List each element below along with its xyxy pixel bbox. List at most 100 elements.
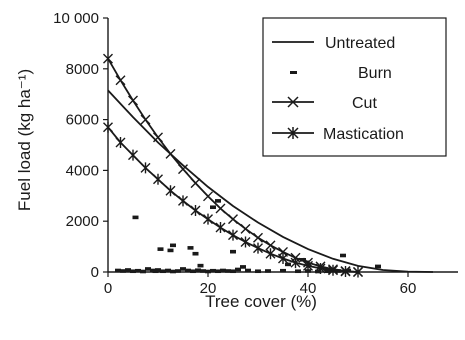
cut-marker [178,164,188,175]
burn-point [115,268,121,273]
y-axis-ticks: 0 2000 4000 6000 8000 10 000 [53,10,108,281]
burn-point [340,253,346,258]
burn-point [245,268,251,273]
legend-cut-marker [287,96,299,108]
legend-untreated-label: Untreated [325,35,395,52]
cut-marker [165,148,176,159]
burn-point [157,247,164,251]
burn-point [170,269,176,274]
mastication-marker [128,149,138,161]
burn-point [280,268,286,273]
cut-marker [153,132,163,143]
mastication-marker [140,162,151,174]
legend-item-burn: Burn [290,65,392,82]
burn-point [155,268,161,272]
cut-marker [128,95,138,106]
cut-marker [215,203,226,214]
burn-point [295,269,301,274]
x-tick-label: 40 [300,280,317,297]
burn-point [185,268,191,273]
burn-point [167,248,174,253]
burn-point [195,268,201,273]
burn-point [125,268,131,272]
burn-point [220,268,226,273]
legend-item-cut: Cut [272,95,377,112]
mastication-marker [115,136,126,148]
mastication-marker [228,229,238,241]
burn-point [255,269,261,274]
burn-point [132,215,139,220]
burn-point [120,269,126,273]
cut-marker [240,223,251,234]
cut-marker [253,232,263,243]
mastication-marker [278,253,288,265]
burn-point [210,205,216,210]
cut-marker [140,114,151,125]
mastication-marker [353,266,363,278]
legend-mastication-label: Mastication [323,126,404,143]
mastication-marker [178,195,188,207]
burn-point [165,268,171,273]
legend-item-mastication: Mastication [272,126,404,143]
legend-mastication-marker [287,127,299,139]
burn-point [170,243,176,248]
burn-point [305,269,311,273]
mastication-marker [328,264,338,276]
burn-point [225,269,231,273]
x-tick-label: 0 [104,280,112,297]
burn-point [200,269,206,273]
burn-point [375,264,381,269]
cut-marker [190,178,201,189]
untreated-curve [107,89,434,273]
burn-point [187,246,194,250]
x-tick-label: 60 [400,280,417,297]
burn-point [230,269,236,274]
mastication-marker [265,248,276,260]
mastication-marker [153,173,163,185]
cut-marker [115,75,126,86]
burn-point [300,258,306,262]
mastication-marker [290,257,301,269]
burn-point [135,268,141,273]
y-tick-label: 8000 [66,61,99,78]
x-tick-label: 20 [200,280,217,297]
burn-point [215,199,221,203]
burn-point [160,269,166,274]
legend-burn-label: Burn [358,65,392,82]
y-tick-label: 4000 [66,162,99,179]
legend: Untreated Burn Cut Mastication [262,17,447,157]
burn-point [130,269,136,274]
legend-cut-label: Cut [352,95,377,112]
mastication-marker [240,236,251,248]
burn-point [197,263,204,268]
legend-burn-marker [290,71,297,74]
cut-marker [203,191,213,202]
burn-point [345,268,351,273]
burn-point [190,269,196,274]
burn-point [265,269,271,273]
burn-point [230,249,236,254]
mastication-marker [253,242,263,254]
burn-point [285,262,291,267]
burn-point [235,267,241,272]
legend-item-untreated: Untreated [272,35,395,52]
burn-point [325,269,331,274]
cut-marker [265,240,276,251]
burn-point [210,268,216,273]
y-tick-label: 10 000 [53,10,99,27]
mastication-marker [203,213,213,225]
burn-point [192,251,199,256]
burn-point [240,265,246,269]
burn-point [180,267,186,271]
cut-marker [103,53,113,64]
burn-point [140,269,146,274]
y-tick-label: 0 [91,264,99,281]
burn-point [175,269,181,273]
mastication-marker [103,121,113,133]
mastication-marker [215,222,226,234]
y-axis-title: Fuel load (kg ha⁻¹) [15,69,34,211]
data-markers [103,53,381,278]
mastication-marker [190,205,201,217]
x-axis-title: Tree cover (%) [205,292,317,311]
